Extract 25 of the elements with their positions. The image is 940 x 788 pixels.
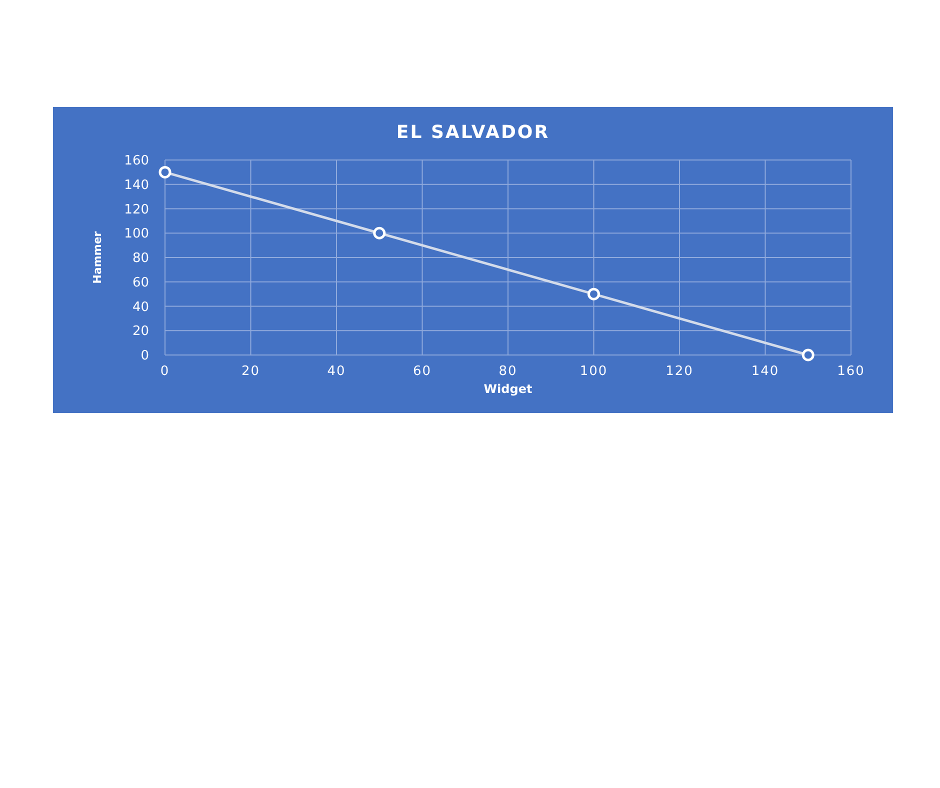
y-axis-title: Hammer xyxy=(91,230,104,284)
x-tick-label: 140 xyxy=(751,364,780,379)
x-tick-label: 40 xyxy=(327,364,346,379)
x-tick-label: 20 xyxy=(241,364,260,379)
x-tick-label: 60 xyxy=(412,364,432,379)
x-tick-label: 80 xyxy=(498,364,518,379)
x-tick-label: 0 xyxy=(160,364,170,379)
x-tick-label: 160 xyxy=(837,364,865,379)
y-tick-label: 0 xyxy=(140,348,149,364)
y-tick-label: 140 xyxy=(124,178,149,193)
y-tick-label: 60 xyxy=(132,275,149,290)
y-tick-label: 160 xyxy=(124,154,149,169)
chart-title: EL SALVADOR xyxy=(396,122,550,143)
y-tick-label: 120 xyxy=(124,202,149,218)
x-tick-label: 100 xyxy=(580,364,608,379)
y-tick-label: 40 xyxy=(132,300,149,315)
y-tick-label: 100 xyxy=(124,226,149,242)
x-tick-label: 120 xyxy=(666,364,694,379)
point xyxy=(802,348,814,362)
x-axis-title: Widget xyxy=(484,382,532,396)
y-tick-label: 80 xyxy=(132,251,149,266)
point xyxy=(373,226,386,240)
point xyxy=(588,288,600,300)
y-tick-label: 20 xyxy=(132,324,149,340)
point xyxy=(158,166,172,178)
